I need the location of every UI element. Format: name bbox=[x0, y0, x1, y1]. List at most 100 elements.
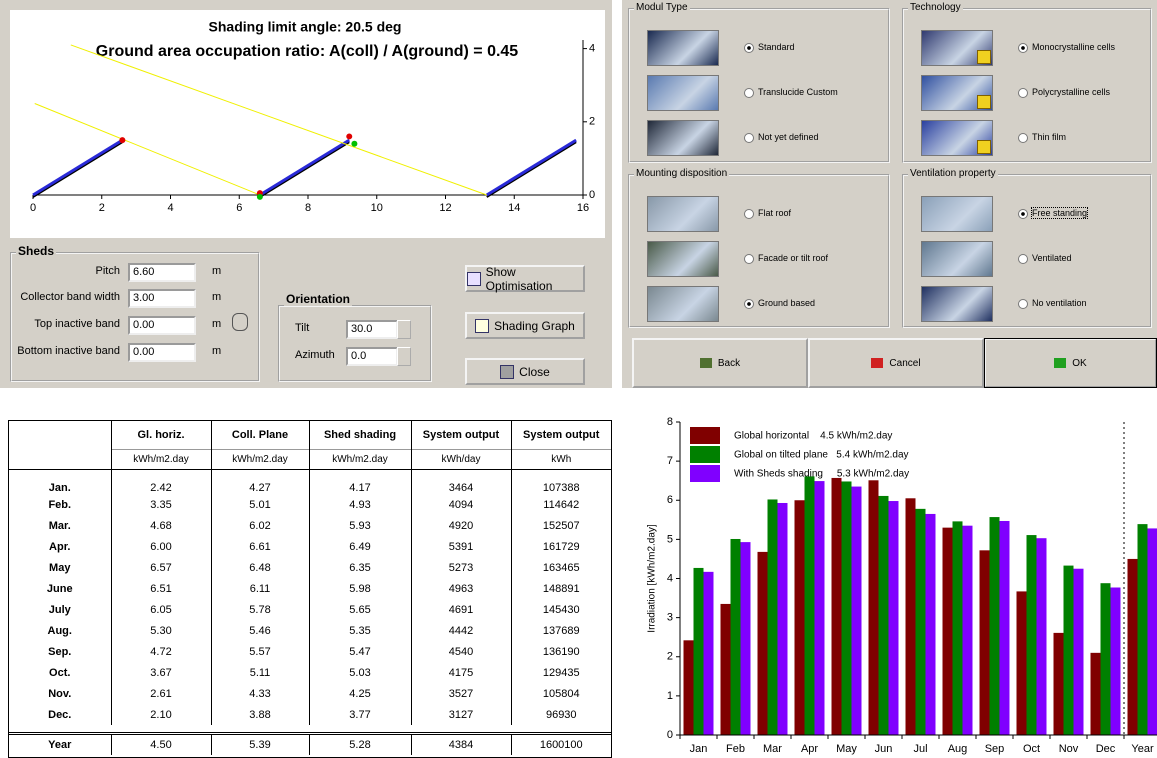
table-cell: 5.93 bbox=[309, 515, 411, 536]
text-input[interactable]: 0.00 bbox=[128, 343, 196, 362]
text-input[interactable]: 0.0 bbox=[346, 347, 398, 366]
button-icon bbox=[500, 365, 514, 379]
radio-button[interactable] bbox=[744, 88, 754, 98]
button-icon bbox=[1054, 358, 1066, 368]
bar bbox=[889, 501, 899, 735]
bar bbox=[741, 542, 751, 735]
text-input[interactable]: 3.00 bbox=[128, 289, 196, 308]
radio-label[interactable]: Facade or tilt roof bbox=[758, 253, 828, 263]
radio-label[interactable]: Standard bbox=[758, 42, 795, 52]
table-cell: 4.27 bbox=[211, 469, 309, 494]
table-cell: 161729 bbox=[511, 536, 611, 557]
line bbox=[71, 45, 487, 195]
y-tick-label: 5 bbox=[667, 533, 673, 545]
bar bbox=[869, 480, 879, 735]
bar bbox=[805, 476, 815, 735]
button[interactable]: Shading Graph bbox=[465, 312, 585, 339]
field-label: Collector band width bbox=[10, 291, 120, 303]
table-cell: 114642 bbox=[511, 494, 611, 515]
table-cell: 3527 bbox=[411, 683, 511, 704]
radio-button[interactable] bbox=[1018, 209, 1028, 219]
bar bbox=[906, 498, 916, 735]
radio-label[interactable]: Translucide Custom bbox=[758, 87, 838, 97]
text-input[interactable]: 6.60 bbox=[128, 263, 196, 282]
button[interactable]: Close bbox=[465, 358, 585, 385]
spinner[interactable] bbox=[397, 347, 411, 366]
button-label: Cancel bbox=[889, 358, 920, 369]
x-tick-label: 10 bbox=[371, 202, 383, 214]
radio-label[interactable]: Free standing bbox=[1032, 208, 1087, 218]
group-title: Technology bbox=[908, 2, 963, 13]
bar bbox=[1128, 559, 1138, 735]
radio-button[interactable] bbox=[744, 43, 754, 53]
radio-label[interactable]: Flat roof bbox=[758, 208, 791, 218]
table-cell: 152507 bbox=[511, 515, 611, 536]
table-cell: 2.42 bbox=[111, 469, 211, 494]
radio-label[interactable]: Thin film bbox=[1032, 132, 1066, 142]
radio-button[interactable] bbox=[1018, 43, 1028, 53]
radio-button[interactable] bbox=[1018, 88, 1028, 98]
line bbox=[33, 140, 122, 195]
table-cell: Nov. bbox=[9, 683, 111, 704]
button[interactable]: OK bbox=[984, 338, 1157, 388]
unit-label: m bbox=[212, 265, 221, 277]
y-tick-label: 6 bbox=[667, 494, 673, 506]
shed-shadow bbox=[33, 142, 122, 197]
thumbnail bbox=[647, 30, 719, 66]
bar bbox=[1000, 521, 1010, 735]
table-cell: 4963 bbox=[411, 578, 511, 599]
table-cell: 3.67 bbox=[111, 662, 211, 683]
radio-button[interactable] bbox=[1018, 133, 1028, 143]
screenshot: Shading limit angle: 20.5 degGround area… bbox=[0, 0, 1157, 758]
radio-button[interactable] bbox=[744, 133, 754, 143]
radio-button[interactable] bbox=[744, 299, 754, 309]
radio-label[interactable]: No ventilation bbox=[1032, 298, 1087, 308]
table-cell: 5.35 bbox=[309, 620, 411, 641]
x-tick-label: Mar bbox=[763, 743, 782, 755]
radio-label[interactable]: Monocrystalline cells bbox=[1032, 42, 1115, 52]
button-icon bbox=[467, 272, 481, 286]
field-label: Pitch bbox=[10, 265, 120, 277]
x-tick-label: Year bbox=[1131, 743, 1154, 755]
header-cell: Gl. horiz. bbox=[111, 421, 211, 449]
x-tick-label: May bbox=[836, 743, 857, 755]
radio-label[interactable]: Ventilated bbox=[1032, 253, 1072, 263]
radio-button[interactable] bbox=[1018, 299, 1028, 309]
table-cell: 137689 bbox=[511, 620, 611, 641]
radio-button[interactable] bbox=[744, 209, 754, 219]
marker bbox=[351, 141, 357, 147]
units-cell: kWh/m2.day bbox=[211, 449, 309, 469]
table-cell: 148891 bbox=[511, 578, 611, 599]
button[interactable]: Cancel bbox=[808, 338, 984, 388]
table-cell: 145430 bbox=[511, 599, 611, 620]
table-cell: 4.68 bbox=[111, 515, 211, 536]
text-input[interactable]: 30.0 bbox=[346, 320, 398, 339]
radio-label[interactable]: Ground based bbox=[758, 298, 815, 308]
radio-button[interactable] bbox=[744, 254, 754, 264]
radio-label[interactable]: Not yet defined bbox=[758, 132, 819, 142]
table-cell: 107388 bbox=[511, 469, 611, 494]
y-tick-label: 0 bbox=[589, 189, 595, 201]
table-cell: 4920 bbox=[411, 515, 511, 536]
thumbnail bbox=[647, 75, 719, 111]
y-tick-label: 7 bbox=[667, 455, 673, 467]
bar bbox=[1101, 583, 1111, 735]
table-cell: 96930 bbox=[511, 704, 611, 725]
bar bbox=[842, 481, 852, 735]
x-tick-label: 4 bbox=[167, 202, 173, 214]
table-cell: 5.28 bbox=[309, 733, 411, 755]
bar bbox=[1037, 538, 1047, 735]
button[interactable]: Show Optimisation bbox=[465, 265, 585, 292]
bar bbox=[916, 509, 926, 735]
radio-label[interactable]: Polycrystalline cells bbox=[1032, 87, 1110, 97]
x-tick-label: Jul bbox=[913, 743, 927, 755]
spinner[interactable] bbox=[397, 320, 411, 339]
legend-label: Global horizontal 4.5 kWh/m2.day bbox=[734, 431, 892, 442]
button[interactable]: Back bbox=[632, 338, 808, 388]
x-tick-label: 8 bbox=[305, 202, 311, 214]
text-input[interactable]: 0.00 bbox=[128, 316, 196, 335]
radio-button[interactable] bbox=[1018, 254, 1028, 264]
table-cell: 4540 bbox=[411, 641, 511, 662]
